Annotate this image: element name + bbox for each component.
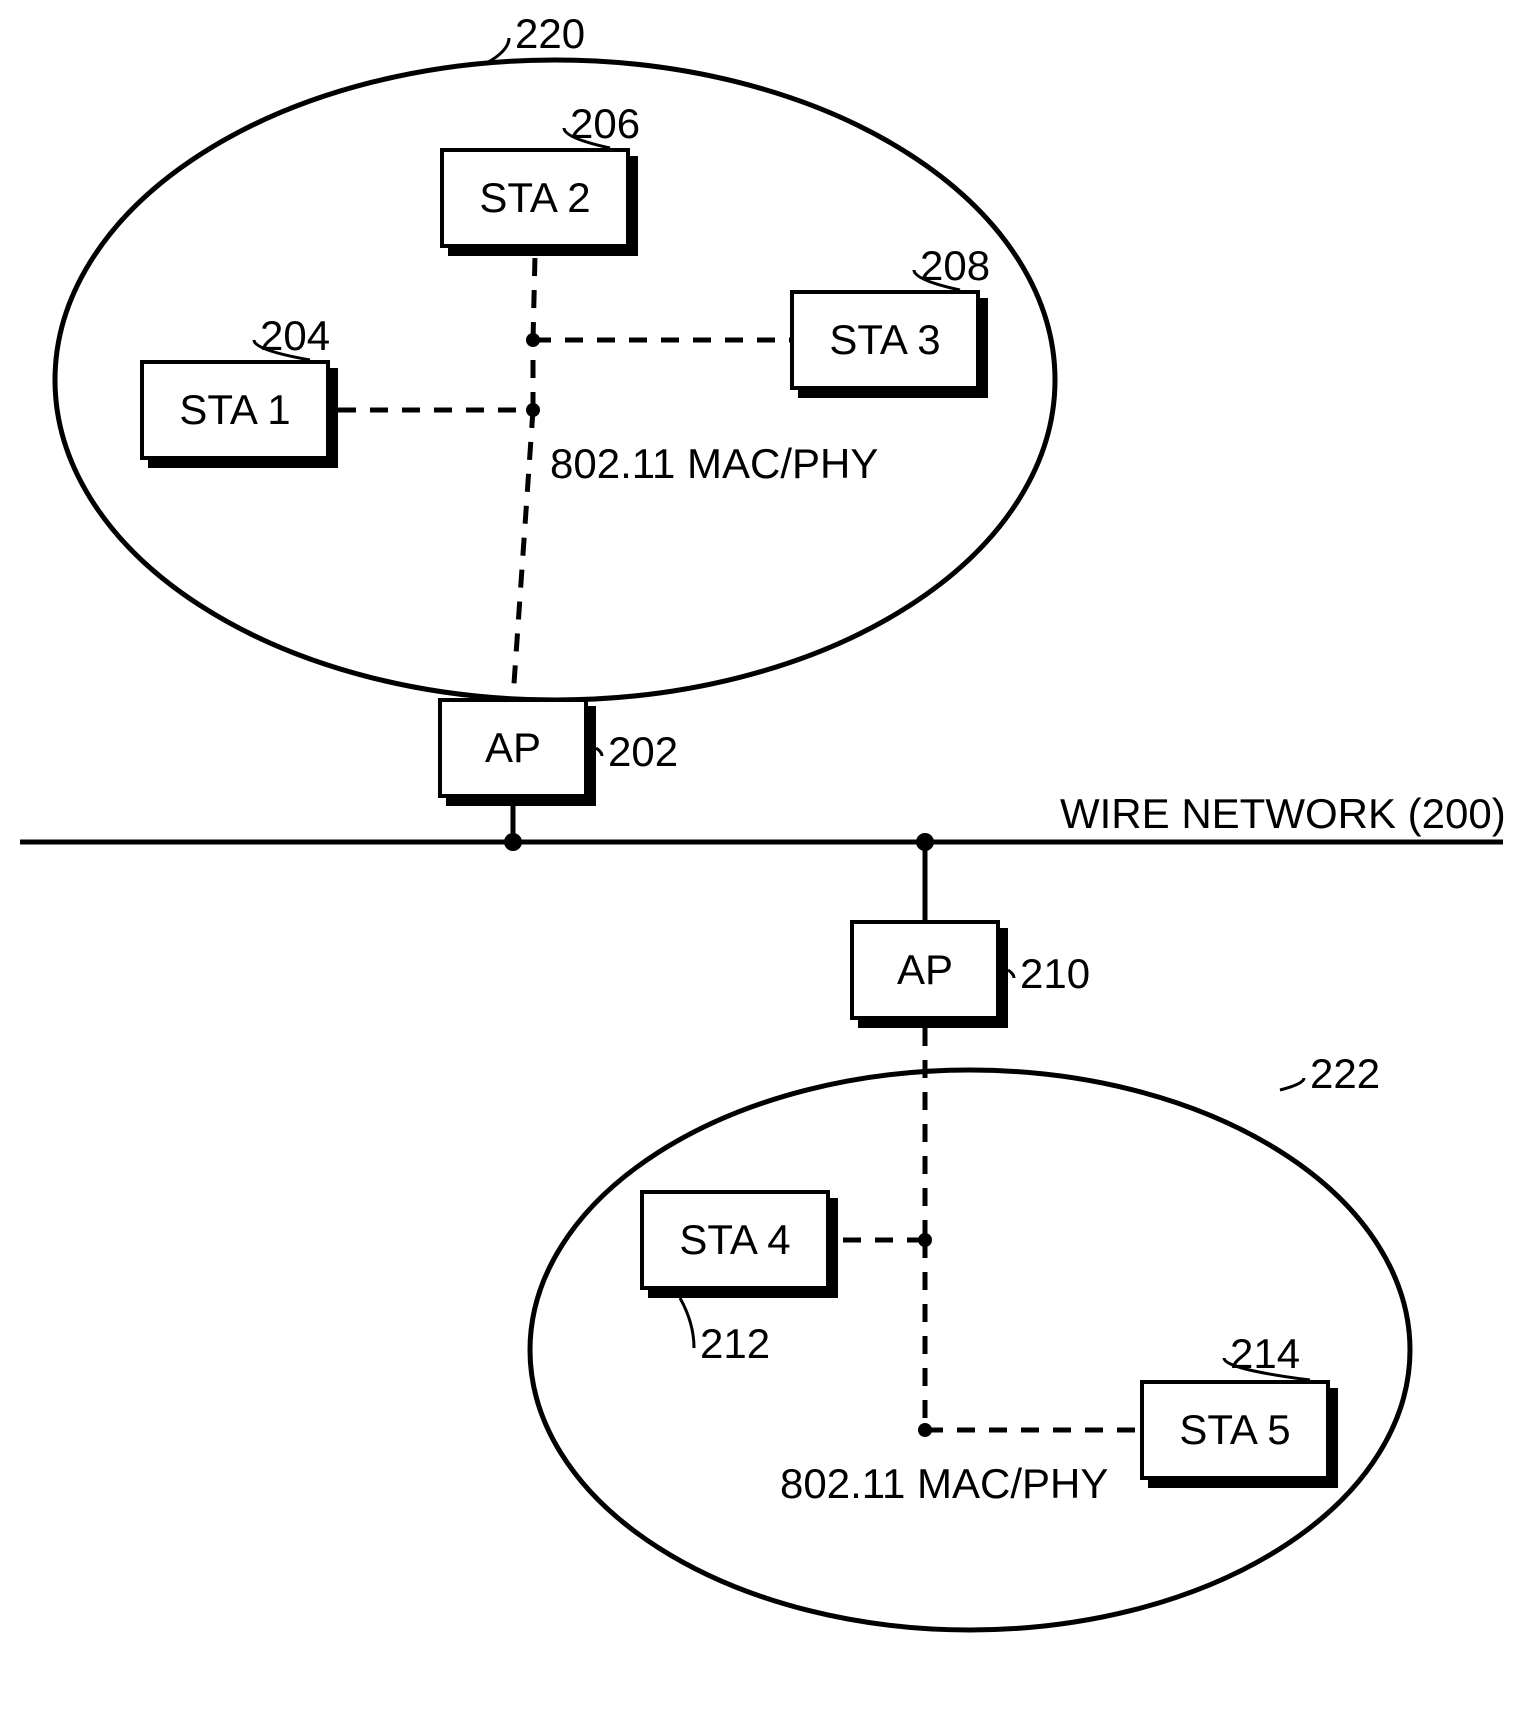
wire-network-label: WIRE NETWORK (200) bbox=[1060, 790, 1506, 838]
station-3-box: STA 3 bbox=[790, 290, 980, 390]
protocol-label-2: 802.11 MAC/PHY bbox=[780, 1460, 1108, 1508]
station-5-label: STA 5 bbox=[1179, 1406, 1290, 1454]
access-point-2-label: AP bbox=[897, 946, 953, 994]
station-5-box: STA 5 bbox=[1140, 1380, 1330, 1480]
ref-214: 214 bbox=[1230, 1330, 1300, 1378]
station-2-box: STA 2 bbox=[440, 148, 630, 248]
ref-206: 206 bbox=[570, 100, 640, 148]
protocol-label-1: 802.11 MAC/PHY bbox=[550, 440, 878, 488]
station-3-label: STA 3 bbox=[829, 316, 940, 364]
diagram-canvas: STA 1 STA 2 STA 3 AP AP STA 4 STA 5 WIRE… bbox=[0, 0, 1523, 1726]
ref-208: 208 bbox=[920, 242, 990, 290]
access-point-1-box: AP bbox=[438, 698, 588, 798]
ref-212: 212 bbox=[700, 1320, 770, 1368]
station-4-box: STA 4 bbox=[640, 1190, 830, 1290]
access-point-1-label: AP bbox=[485, 724, 541, 772]
station-4-label: STA 4 bbox=[679, 1216, 790, 1264]
station-1-label: STA 1 bbox=[179, 386, 290, 434]
ref-204: 204 bbox=[260, 312, 330, 360]
ref-220: 220 bbox=[515, 10, 585, 58]
access-point-2-box: AP bbox=[850, 920, 1000, 1020]
ref-202: 202 bbox=[608, 728, 678, 776]
ref-222: 222 bbox=[1310, 1050, 1380, 1098]
station-1-box: STA 1 bbox=[140, 360, 330, 460]
ref-210: 210 bbox=[1020, 950, 1090, 998]
station-2-label: STA 2 bbox=[479, 174, 590, 222]
